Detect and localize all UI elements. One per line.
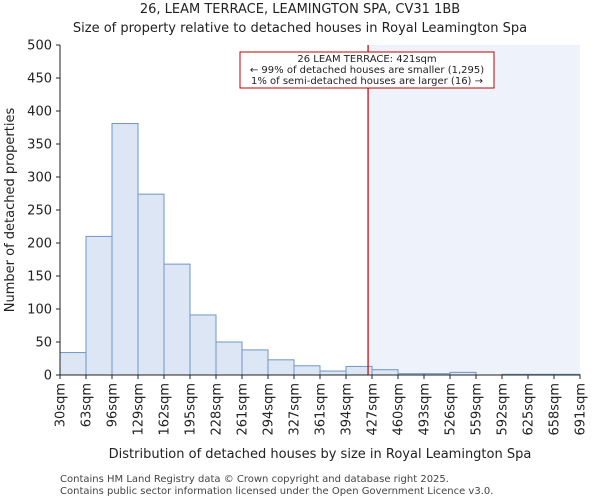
x-tick-label: 30sqm [54,383,69,427]
bar-30sqm [59,352,87,376]
annotation-box: 26 LEAM TERRACE: 421sqm ← 99% of detache… [239,51,495,89]
bar-63sqm [85,235,113,376]
x-tick-label: 294sqm [262,383,277,436]
x-tick-label: 394sqm [340,383,355,436]
bar-427sqm [371,369,399,376]
x-tick-label: 162sqm [158,383,173,436]
bar-261sqm [241,349,269,376]
bar-228sqm [215,341,243,376]
x-tick-label: 691sqm [574,383,589,436]
bar-361sqm [319,370,347,376]
x-tick-label: 592sqm [496,383,511,436]
footer-line-2: Contains public sector information licen… [60,486,493,497]
x-tick-label: 460sqm [392,383,407,436]
x-tick-label: 96sqm [106,383,121,427]
y-tick-label: 150 [27,270,52,285]
bar-96sqm [111,123,139,376]
y-tick-label: 0 [44,369,52,384]
y-axis-label: Number of detached properties [3,108,18,313]
y-tick-label: 300 [27,171,52,186]
y-tick-label: 350 [27,138,52,153]
x-axis-label: Distribution of detached houses by size … [109,447,532,462]
larger-region-highlight [368,45,580,375]
x-tick-label: 526sqm [444,383,459,436]
y-tick-label: 450 [27,72,52,87]
y-tick-label: 100 [27,303,52,318]
y-tick-label: 400 [27,105,52,120]
x-tick-label: 361sqm [314,383,329,436]
x-tick-label: 559sqm [470,383,485,436]
x-tick-label: 327sqm [288,383,303,436]
y-tick-label: 500 [27,39,52,54]
annotation-title: 26 LEAM TERRACE: 421sqm [297,54,436,65]
bar-195sqm [189,314,217,376]
bar-162sqm [163,263,191,376]
bar-327sqm [293,365,321,376]
y-tick-label: 200 [27,237,52,252]
x-tick-label: 195sqm [184,383,199,436]
annotation-border [239,51,495,89]
footer-line-1: Contains HM Land Registry data © Crown c… [60,474,449,485]
bar-294sqm [267,359,295,376]
chart-subtitle: Size of property relative to detached ho… [73,21,527,36]
x-tick-label: 493sqm [418,383,433,436]
x-tick-label: 658sqm [548,383,563,436]
x-tick-label: 129sqm [132,383,147,436]
chart-title: 26, LEAM TERRACE, LEAMINGTON SPA, CV31 1… [140,2,460,17]
y-tick-label: 50 [35,336,52,351]
y-tick-label: 250 [27,204,52,219]
bar-129sqm [137,193,165,376]
annotation-smaller: ← 99% of detached houses are smaller (1,… [250,65,484,76]
x-tick-label: 625sqm [522,383,537,436]
x-tick-label: 228sqm [210,383,225,436]
annotation-larger: 1% of semi-detached houses are larger (1… [251,76,483,87]
x-tick-label: 427sqm [366,383,381,436]
x-tick-label: 63sqm [80,383,95,427]
x-tick-label: 261sqm [236,383,251,436]
